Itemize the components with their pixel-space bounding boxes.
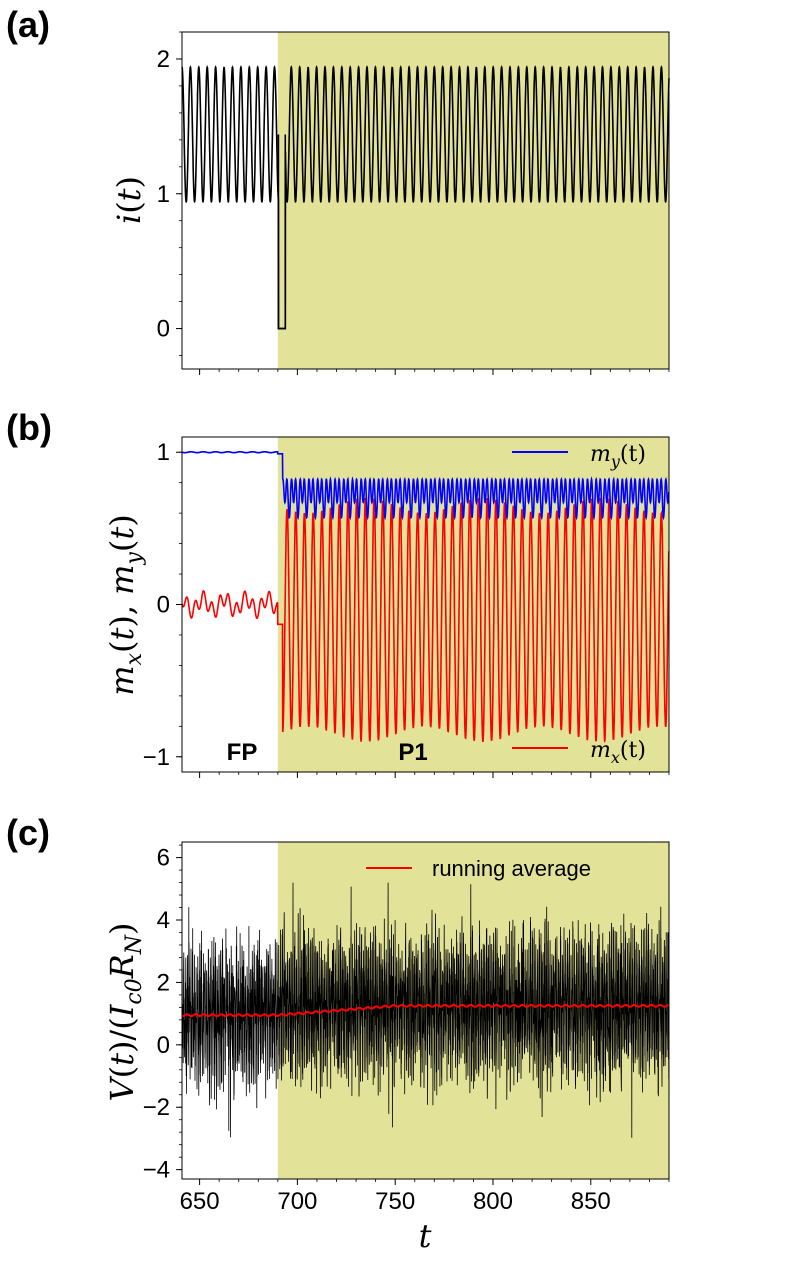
panel-c-xlabel: t [419,1217,432,1255]
legend-mx-label: mx(t) [590,738,646,767]
ytick-label: −4 [143,1157,170,1184]
panel-c-series [181,882,670,1138]
legend-mx: mx(t) [512,738,646,767]
ytick-label: −1 [143,744,170,771]
panel-b-label: (b) [6,407,52,448]
ytick-label: 6 [157,845,170,872]
xtick-label: 700 [277,1188,317,1215]
xtick-label: 850 [571,1188,611,1215]
series-mx [181,497,670,743]
legend-my-label: my(t) [590,442,646,471]
series-v [181,882,670,1138]
ytick-label: 4 [157,907,170,934]
ytick-label: 1 [157,439,170,466]
ytick-label: 2 [157,969,170,996]
panel-b-series [181,450,670,743]
xtick-label: 800 [473,1188,513,1215]
panel-c-label: (c) [6,812,50,853]
series-my [181,450,670,521]
region-fp-label: FP [227,739,258,766]
ytick-label: 1 [157,181,170,208]
panel-c-frame [181,841,670,1180]
panel-a-series [181,65,670,330]
series-i [181,65,670,330]
legend-running-label: running average [432,856,591,881]
xtick-label: 750 [375,1188,415,1215]
panel-a-frame [181,31,670,370]
panel-a-ticks: 0 1 2 [157,31,670,375]
series-i-dip [277,134,287,330]
ytick-label: 0 [157,592,170,619]
legend-running: running average [366,856,591,881]
ytick-label: −2 [143,1094,170,1121]
panel-a-ylabel: i(t) [110,176,148,224]
panel-c: (c) −4 −2 0 2 4 6 650 700 750 800 850 V(t)/(Ic0RN)… [6,812,670,1255]
panel-c-ticks: −4 −2 0 2 4 6 650 700 750 800 850 [143,845,670,1215]
panel-c-ylabel: V(t)/(Ic0RN) [103,923,147,1102]
ytick-label: 2 [157,46,170,73]
region-p1-label: P1 [398,739,427,766]
panel-a: (a) 0 1 2 i(t) [6,4,670,375]
xtick-label: 650 [180,1188,220,1215]
panel-b-ticks: −1 0 1 [143,439,670,778]
panel-b-ylabel: mx(t), my(t) [103,514,147,696]
series-running-average [181,1003,670,1018]
ytick-label: 0 [157,316,170,343]
ytick-label: 0 [157,1032,170,1059]
legend-my: my(t) [512,442,646,471]
panel-b: (b) −1 0 1 mx(t), my(t) FP P1 my(t) mx(t) [6,407,670,778]
panel-a-label: (a) [6,4,50,45]
